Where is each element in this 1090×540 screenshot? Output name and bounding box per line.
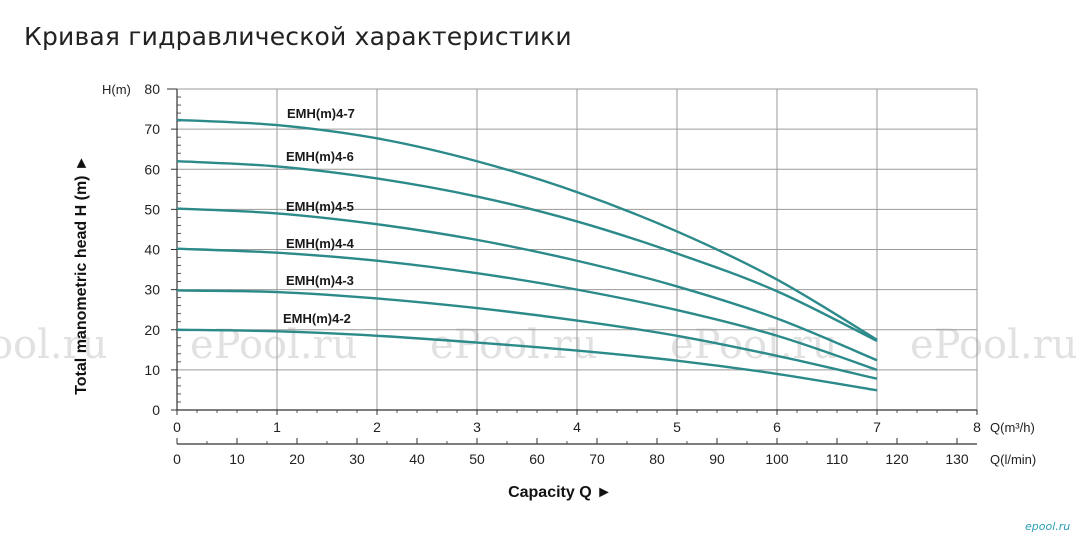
x2-tick-label: 30 <box>349 451 365 467</box>
y-tick-label: 80 <box>144 81 160 97</box>
x-tick-label: 1 <box>273 419 281 435</box>
watermark-text: ePool.ru <box>0 322 108 368</box>
x-tick-label: 2 <box>373 419 381 435</box>
series-line-EMH(m)4-7 <box>176 118 878 341</box>
x-tick-label: 3 <box>473 419 481 435</box>
x-axis-title: Capacity Q ► <box>508 484 612 501</box>
y-tick-label: 30 <box>144 282 160 298</box>
page-title: Кривая гидравлической характеристики <box>24 22 572 51</box>
series-line-EMH(m)4-4 <box>176 247 878 372</box>
y-tick-label: 40 <box>144 242 160 258</box>
logo-text: epool.ru <box>1025 520 1070 533</box>
y-tick-label: 50 <box>144 201 160 217</box>
y-unit-label: H(m) <box>102 82 131 97</box>
y-tick-label: 70 <box>144 121 160 137</box>
series-label: EMH(m)4-7 <box>287 106 355 121</box>
watermark-text: ePool.ru <box>190 322 358 368</box>
y-axis-title: Total manometric head H (m) ► <box>73 155 90 395</box>
chart-series <box>176 118 878 392</box>
x2-tick-label: 110 <box>826 451 849 467</box>
y-tick-label: 0 <box>152 402 160 418</box>
y-tick-label: 60 <box>144 161 160 177</box>
x2-tick-label: 100 <box>765 451 789 467</box>
chart-axes: 0 10 20 30 40 50 60 70 80 H(m) 0 1 2 3 4 5 6 7 8 Q(m³/h) 0 10… <box>73 81 1036 501</box>
x-tick-label: 0 <box>173 419 181 435</box>
x2-tick-label: 90 <box>709 451 725 467</box>
x-tick-label: 6 <box>773 419 781 435</box>
chart-labels: EMH(m)4-7 EMH(m)4-6 EMH(m)4-5 EMH(m)4-4 EMH(… <box>283 106 355 326</box>
x-unit-label: Q(m³/h) <box>990 420 1035 435</box>
x-tick-label: 7 <box>873 419 881 435</box>
x-tick-label: 4 <box>573 419 581 435</box>
series-line-EMH(m)4-2 <box>176 328 878 392</box>
x2-tick-label: 0 <box>173 451 181 467</box>
series-line-EMH(m)4-5 <box>176 207 878 362</box>
x2-tick-label: 20 <box>289 451 305 467</box>
y-tick-label: 20 <box>144 322 160 338</box>
watermark-layer: ePool.ruePool.ruePool.ruePool.ruePool.ru… <box>0 322 1078 533</box>
watermark-text: ePool.ru <box>910 322 1078 368</box>
series-label: EMH(m)4-2 <box>283 311 351 326</box>
series-label: EMH(m)4-3 <box>286 273 354 288</box>
x2-tick-label: 10 <box>229 451 245 467</box>
x2-unit-label: Q(l/min) <box>990 452 1036 467</box>
x2-tick-label: 60 <box>529 451 545 467</box>
x2-tick-label: 120 <box>885 451 909 467</box>
x2-tick-label: 70 <box>589 451 605 467</box>
series-label: EMH(m)4-6 <box>286 149 354 164</box>
x-tick-label: 8 <box>973 419 981 435</box>
x2-tick-label: 50 <box>469 451 485 467</box>
chart-grid <box>177 88 978 410</box>
x2-tick-label: 40 <box>409 451 425 467</box>
series-line-EMH(m)4-3 <box>176 289 878 380</box>
x2-tick-label: 130 <box>945 451 969 467</box>
series-line-EMH(m)4-6 <box>176 160 878 343</box>
series-label: EMH(m)4-4 <box>286 236 355 251</box>
x-tick-label: 5 <box>673 419 681 435</box>
y-tick-label: 10 <box>144 362 160 378</box>
series-label: EMH(m)4-5 <box>286 199 354 214</box>
x2-tick-label: 80 <box>649 451 665 467</box>
